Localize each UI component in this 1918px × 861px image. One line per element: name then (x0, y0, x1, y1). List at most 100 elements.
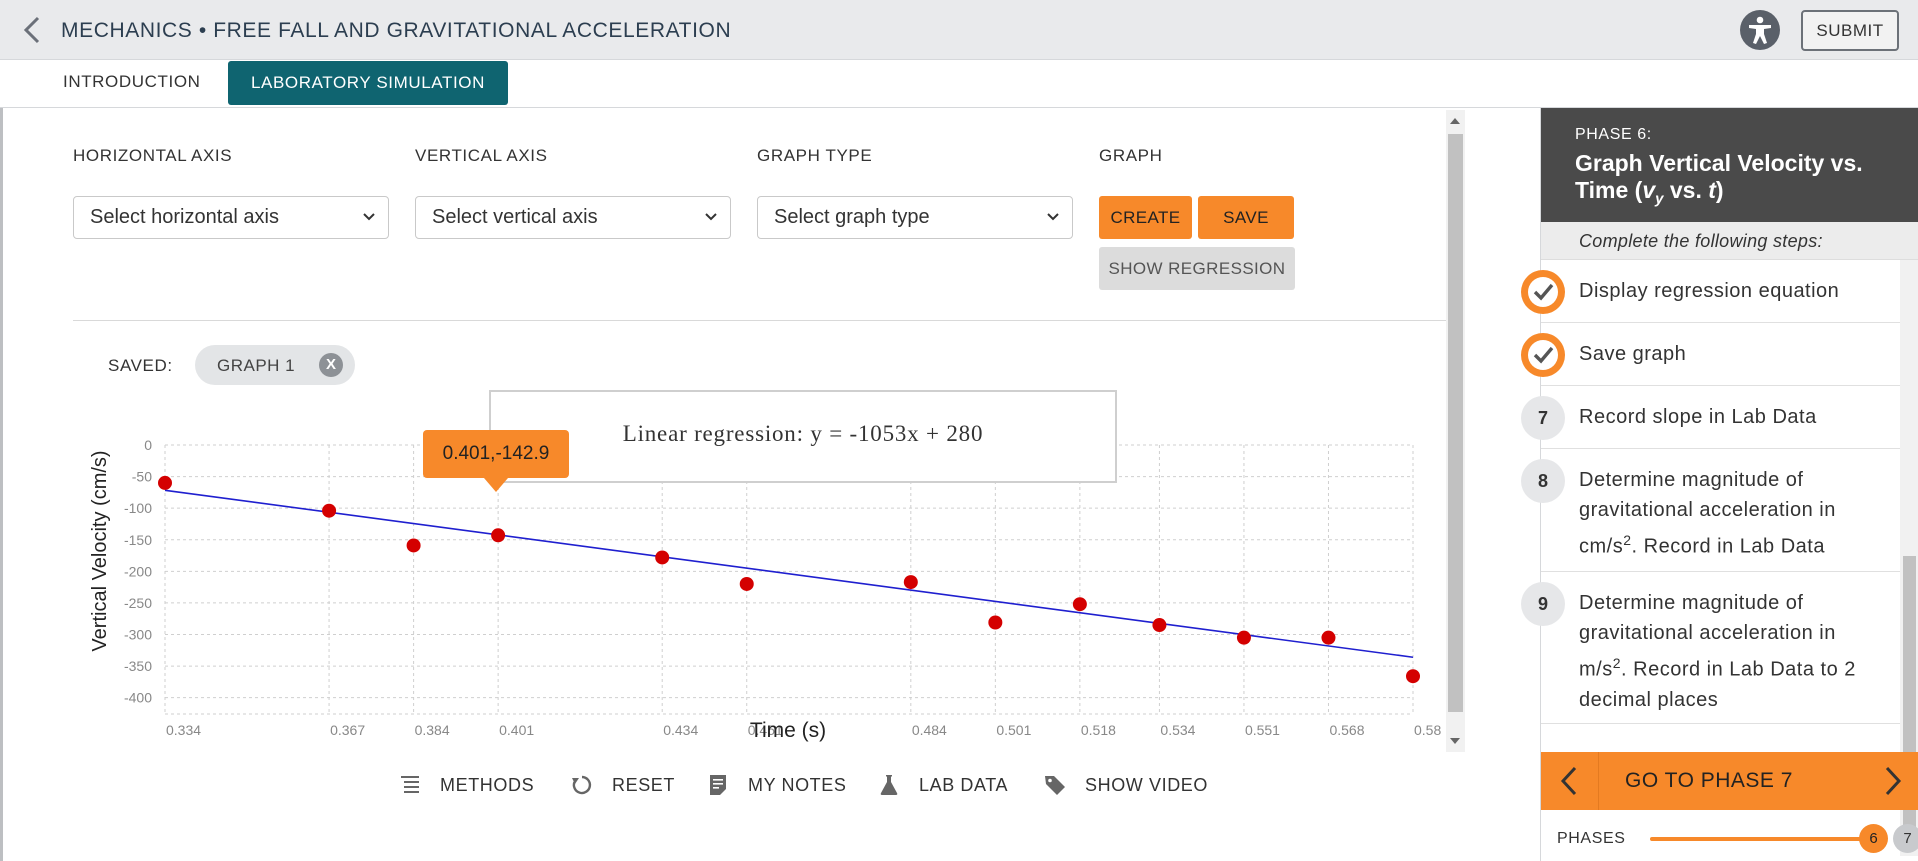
data-point (655, 550, 670, 565)
go-to-phase-label: GO TO PHASE 7 (1625, 769, 1793, 792)
accessibility-icon[interactable] (1740, 10, 1780, 50)
y-tick-label: -150 (124, 532, 152, 548)
x-tick-label: 0.58 (1414, 722, 1441, 738)
lab-data-label: LAB DATA (919, 775, 1009, 795)
saved-label: SAVED: (108, 356, 173, 375)
velocity-time-chart: 0 -50 -100 -150 -200 -250 -300 -350 -400 0.334 0.… (89, 437, 1441, 742)
step-number-badge: 7 (1521, 396, 1565, 440)
x-tick-label: 0.434 (663, 722, 698, 738)
phase-title: Graph Vertical Velocity vs. Time (vy vs.… (1575, 150, 1863, 208)
phase-dot-next[interactable]: 7 (1893, 824, 1918, 853)
x-tick-label: 0.501 (996, 722, 1031, 738)
graph-label: GRAPH (1099, 146, 1163, 165)
main-scrollbar[interactable] (1446, 110, 1465, 752)
step-text: Save graph (1579, 343, 1687, 365)
graph-type-label: GRAPH TYPE (757, 146, 873, 165)
y-tick-label: -50 (132, 469, 152, 485)
page-title: MECHANICS • FREE FALL AND GRAVITATIONAL … (61, 19, 732, 42)
x-tick-label: 0.568 (1329, 722, 1364, 738)
saved-graph-label: GRAPH 1 (217, 356, 296, 375)
y-tick-label: -400 (124, 690, 152, 706)
divider (73, 320, 1446, 321)
x-tick-label: 0.518 (1081, 722, 1116, 738)
graph-panel: HORIZONTAL AXIS VERTICAL AXIS GRAPH TYPE… (3, 110, 1465, 752)
scroll-up-arrow[interactable] (1450, 118, 1460, 124)
x-axis-label: Time (s) (750, 719, 826, 742)
step-text: Determine magnitude of gravitational acc… (1579, 469, 1836, 558)
go-to-phase-bar[interactable]: GO TO PHASE 7 (1541, 752, 1918, 810)
regression-equation-box: Linear regression: y = -1053x + 280 (489, 390, 1117, 483)
y-tick-label: 0 (144, 437, 152, 453)
tag-icon (1045, 776, 1065, 795)
phase-header: PHASE 6: Graph Vertical Velocity vs. Tim… (1541, 108, 1918, 222)
vertical-axis-value: Select vertical axis (432, 206, 598, 228)
horizontal-axis-value: Select horizontal axis (90, 206, 279, 228)
data-point (988, 615, 1003, 630)
phase-number: PHASE 6: (1575, 126, 1652, 143)
methods-label: METHODS (440, 775, 535, 795)
create-button[interactable]: CREATE (1099, 196, 1192, 239)
horizontal-axis-label: HORIZONTAL AXIS (73, 146, 233, 165)
y-axis-label: Vertical Velocity (cm/s) (89, 450, 111, 651)
step-text: Display regression equation (1579, 280, 1840, 302)
tab-introduction[interactable]: INTRODUCTION (63, 72, 201, 91)
save-button[interactable]: SAVE (1198, 196, 1294, 239)
graph-type-select[interactable]: Select graph type (757, 196, 1073, 239)
x-tick-label: 0.484 (912, 722, 947, 738)
y-tick-label: -250 (124, 595, 152, 611)
list-icon (401, 776, 419, 793)
previous-phase-button[interactable] (1541, 752, 1599, 810)
submit-button[interactable]: SUBMIT (1801, 10, 1899, 51)
point-tooltip: 0.401,-142.9 (423, 430, 569, 492)
regression-equation: Linear regression: y = -1053x + 280 (622, 421, 984, 446)
scroll-down-arrow[interactable] (1450, 738, 1460, 744)
step-text: Determine magnitude of gravitational acc… (1579, 592, 1856, 711)
data-point (322, 503, 337, 518)
step-text: Record slope in Lab Data (1579, 406, 1817, 428)
step-item[interactable]: Save graph (1521, 323, 1901, 386)
tab-laboratory-simulation[interactable]: LABORATORY SIMULATION (228, 61, 508, 105)
step-number-badge: 8 (1521, 459, 1565, 503)
reset-label: RESET (612, 775, 676, 795)
check-icon (1521, 333, 1565, 377)
scroll-thumb[interactable] (1448, 134, 1463, 712)
step-item[interactable]: 8 Determine magnitude of gravitational a… (1521, 449, 1901, 572)
horizontal-axis-select[interactable]: Select horizontal axis (73, 196, 389, 239)
chevron-right-icon[interactable] (1867, 752, 1918, 810)
show-regression-button[interactable]: SHOW REGRESSION (1099, 247, 1295, 290)
flask-icon (880, 775, 898, 795)
chevron-down-icon (1047, 213, 1059, 221)
check-icon (1521, 270, 1565, 314)
x-tick-label: 0.551 (1245, 722, 1280, 738)
chevron-down-icon (363, 213, 375, 221)
chevron-down-icon (705, 213, 717, 221)
vertical-axis-select[interactable]: Select vertical axis (415, 196, 731, 239)
steps-intro: Complete the following steps: (1541, 222, 1918, 260)
step-number-badge: 9 (1521, 582, 1565, 626)
data-point (491, 528, 506, 543)
step-item[interactable]: 7 Record slope in Lab Data (1521, 386, 1901, 449)
graph-type-value: Select graph type (774, 206, 930, 228)
window-edge (0, 60, 3, 861)
remove-graph-button[interactable]: X (319, 353, 343, 377)
data-point (903, 575, 918, 590)
chevron-left-icon (1560, 766, 1577, 796)
phase-panel: PHASE 6: Graph Vertical Velocity vs. Tim… (1521, 108, 1918, 861)
saved-graph-chip[interactable]: GRAPH 1 X (195, 345, 355, 385)
back-chevron-icon[interactable] (18, 14, 48, 46)
step-item[interactable]: 9 Determine magnitude of gravitational a… (1521, 572, 1901, 724)
y-tick-label: -100 (124, 500, 152, 516)
data-point (158, 475, 172, 490)
y-tick-label: -200 (124, 563, 152, 579)
phase-dot-current[interactable]: 6 (1859, 824, 1888, 853)
x-tick-label: 0.367 (330, 722, 365, 738)
my-notes-label: MY NOTES (748, 775, 847, 795)
phase-progress-track (1650, 837, 1870, 841)
x-tick-label: 0.401 (499, 722, 534, 738)
data-point (1236, 630, 1251, 645)
x-tick-label: 0.451 (748, 722, 783, 738)
data-point (1321, 630, 1336, 645)
show-video-label: SHOW VIDEO (1085, 775, 1209, 795)
x-tick-label: 0.534 (1160, 722, 1195, 738)
step-item[interactable]: Display regression equation (1521, 260, 1901, 323)
